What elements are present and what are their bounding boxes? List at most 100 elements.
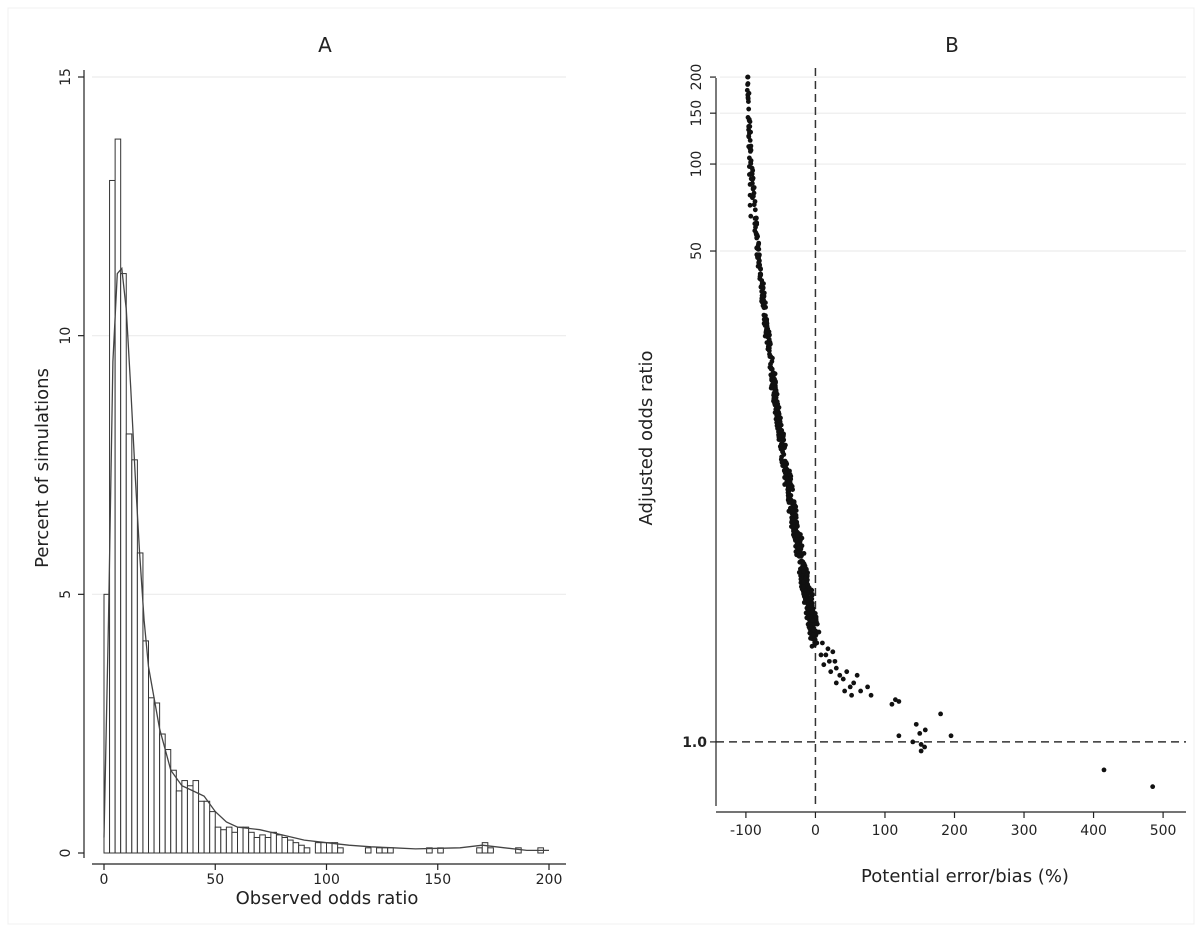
- scatter-point: [783, 476, 789, 481]
- scatter-point: [808, 595, 814, 601]
- panel-a-title: A: [318, 33, 332, 57]
- scatter-point: [769, 384, 774, 390]
- panel-b-points: [744, 74, 1156, 790]
- scatter-point: [801, 579, 806, 585]
- panel-a-y-ticks: 0 5 10 15: [58, 68, 84, 857]
- panel-a-x-ticks: 0 50 100 150 200: [100, 864, 562, 888]
- scatter-point: [833, 680, 839, 686]
- scatter-point: [776, 434, 782, 439]
- scatter-point: [755, 243, 761, 249]
- histogram-bar: [287, 839, 294, 854]
- histogram-bar: [253, 836, 261, 854]
- scatter-point: [796, 549, 802, 555]
- histogram-bar: [515, 847, 522, 854]
- histogram-bar: [125, 433, 133, 854]
- scatter-point: [747, 192, 753, 198]
- panel-a-x-tick-label: 50: [206, 872, 224, 888]
- panel-b-y-tick-label: 100: [689, 151, 705, 178]
- panel-a-x-tick-label: 0: [100, 872, 109, 888]
- scatter-point: [757, 276, 763, 282]
- scatter-point: [786, 480, 792, 486]
- scatter-point: [832, 658, 838, 664]
- scatter-point: [755, 246, 761, 252]
- histogram-bar: [148, 697, 155, 854]
- scatter-point: [851, 680, 857, 686]
- panel-b-x-tick-label: 500: [1150, 823, 1177, 839]
- panel-b-y-tick-label: 150: [689, 100, 705, 127]
- scatter-point: [854, 672, 860, 678]
- scatter-point: [747, 202, 753, 208]
- histogram-bar: [381, 847, 389, 854]
- scatter-point: [826, 658, 832, 664]
- scatter-point: [776, 429, 781, 435]
- scatter-point: [809, 643, 815, 649]
- scatter-point: [812, 622, 817, 627]
- scatter-point: [842, 688, 848, 694]
- scatter-point: [756, 255, 761, 261]
- scatter-point: [770, 370, 776, 376]
- scatter-point: [758, 266, 763, 272]
- scatter-point: [799, 558, 804, 564]
- scatter-point: [795, 532, 801, 538]
- histogram-bar: [292, 842, 300, 854]
- scatter-point: [767, 354, 773, 359]
- scatter-point: [790, 508, 796, 514]
- histogram-bar: [181, 780, 188, 854]
- scatter-point: [746, 155, 752, 161]
- histogram-bar: [337, 847, 344, 854]
- scatter-point: [847, 684, 853, 690]
- scatter-point: [776, 422, 781, 427]
- scatter-point: [762, 333, 768, 339]
- scatter-point: [922, 744, 928, 750]
- scatter-point: [750, 175, 756, 181]
- scatter-point: [837, 672, 843, 678]
- histogram-bar: [170, 769, 177, 854]
- scatter-point: [825, 646, 831, 652]
- panel-b-title: B: [945, 33, 959, 57]
- scatter-point: [801, 600, 807, 605]
- scatter-point: [764, 318, 769, 324]
- scatter-point: [868, 692, 874, 698]
- scatter-point: [896, 733, 902, 739]
- scatter-point: [813, 614, 819, 620]
- panel-a-bars: [103, 138, 544, 854]
- scatter-point: [753, 215, 759, 221]
- panel-a-y-tick-label: 5: [58, 590, 74, 599]
- panel-a-x-tick-label: 100: [313, 872, 340, 888]
- scatter-point: [745, 81, 751, 86]
- histogram-bar: [320, 842, 327, 854]
- panel-b-y-tick-label: 200: [689, 64, 705, 91]
- scatter-point: [806, 585, 812, 591]
- scatter-point: [803, 575, 808, 581]
- histogram-bar: [481, 842, 489, 854]
- histogram-bar: [175, 790, 183, 854]
- histogram-bar: [131, 459, 138, 854]
- scatter-point: [1150, 784, 1156, 790]
- histogram-bar: [242, 826, 250, 854]
- histogram-bar: [225, 826, 233, 854]
- scatter-point: [760, 285, 766, 291]
- scatter-point: [896, 699, 902, 704]
- scatter-point: [746, 164, 752, 169]
- histogram-bar: [159, 733, 166, 854]
- panel-b-x-tick-label: 100: [872, 823, 899, 839]
- scatter-point: [747, 138, 753, 143]
- scatter-point: [776, 416, 782, 422]
- scatter-point: [816, 629, 822, 635]
- panel-a-density-curve: [103, 266, 549, 852]
- panel-b-x-tick-label: 200: [941, 823, 968, 839]
- panel-b-x-tick-label: 400: [1080, 823, 1107, 839]
- scatter-point: [745, 74, 751, 80]
- scatter-point: [765, 346, 771, 352]
- scatter-point: [754, 220, 759, 226]
- scatter-point: [781, 433, 786, 439]
- scatter-point: [761, 297, 766, 303]
- scatter-point: [785, 487, 791, 492]
- scatter-point: [795, 523, 800, 529]
- scatter-point: [858, 688, 864, 694]
- scatter-point: [918, 748, 924, 754]
- scatter-point: [775, 412, 781, 418]
- histogram-bar: [248, 831, 255, 854]
- scatter-point: [830, 649, 836, 655]
- scatter-point: [746, 172, 752, 177]
